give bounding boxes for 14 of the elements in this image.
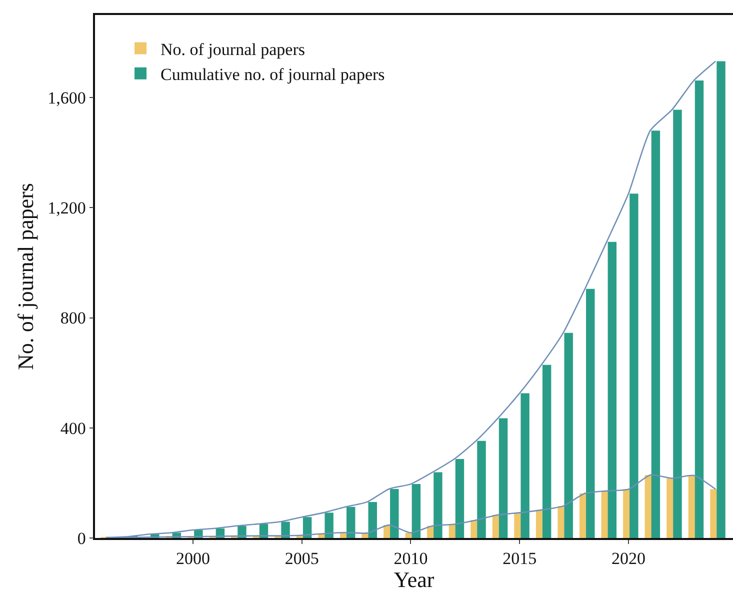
x-tick-label: 2015: [502, 549, 537, 568]
x-tick-label: 2020: [611, 549, 646, 568]
y-tick-label: 1,600: [48, 88, 86, 108]
x-tick-label: 2010: [394, 549, 428, 568]
x-tick-label: 2005: [284, 549, 319, 568]
x-tick-label: 2000: [176, 549, 210, 568]
y-axis-title: No. of journal papers: [12, 183, 38, 370]
legend-label: No. of journal papers: [160, 40, 305, 59]
y-tick-label: 800: [60, 308, 86, 328]
legend-label: Cumulative no. of journal papers: [160, 64, 385, 84]
x-axis-title: Year: [394, 567, 435, 592]
y-tick-label: 0: [77, 528, 86, 548]
y-tick-label: 400: [60, 418, 86, 438]
y-tick-label: 1,200: [48, 198, 86, 218]
